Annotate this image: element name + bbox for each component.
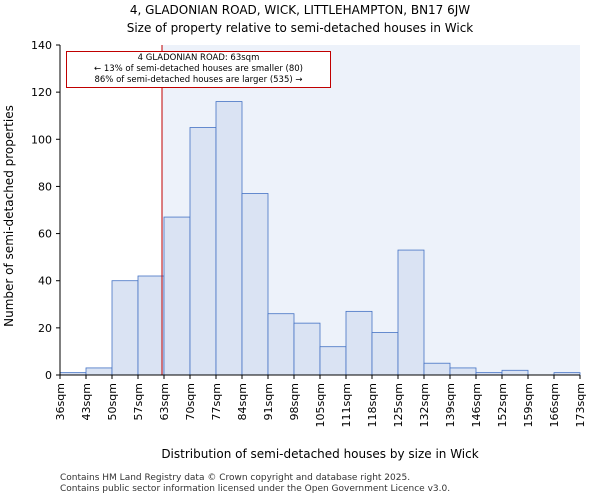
y-tick-label: 80 [38, 180, 52, 193]
histogram-bar [189, 127, 217, 376]
annotation-line-1: 4 GLADONIAN ROAD: 63sqm [137, 53, 260, 63]
annotation-box: 4 GLADONIAN ROAD: 63sqm ← 13% of semi-de… [66, 51, 331, 88]
x-tick-label: 132sqm [418, 383, 431, 427]
annotation-line-2: ← 13% of semi-detached houses are smalle… [94, 64, 303, 74]
y-axis-label: Number of semi-detached properties [2, 105, 16, 327]
histogram-bar [163, 216, 191, 376]
histogram-bar [501, 369, 529, 376]
chart-title: 4, GLADONIAN ROAD, WICK, LITTLEHAMPTON, … [129, 3, 471, 17]
x-tick-label: 77sqm [210, 383, 223, 420]
x-tick-label: 70sqm [184, 383, 197, 420]
chart-subtitle: Size of property relative to semi-detach… [126, 21, 474, 35]
histogram-bar [397, 249, 425, 376]
histogram-bar [137, 275, 165, 376]
x-tick-label: 152sqm [496, 383, 509, 427]
histogram-bar [423, 362, 451, 376]
x-axis-label: Distribution of semi-detached houses by … [161, 447, 478, 461]
annotation-line-3: 86% of semi-detached houses are larger (… [94, 75, 303, 85]
x-tick-label: 50sqm [106, 383, 119, 420]
x-tick-label: 139sqm [444, 383, 457, 427]
y-tick-label: 40 [38, 275, 52, 288]
histogram-bar [241, 193, 269, 376]
x-tick-label: 159sqm [522, 383, 535, 427]
y-tick-label: 100 [31, 133, 52, 146]
x-tick-label: 63sqm [158, 383, 171, 420]
x-tick-label: 57sqm [132, 383, 145, 420]
y-tick-label: 120 [31, 86, 52, 99]
x-tick-label: 105sqm [314, 383, 327, 427]
x-tick-label: 125sqm [392, 383, 405, 427]
histogram-bar [319, 346, 347, 376]
x-tick-label: 146sqm [470, 383, 483, 427]
x-tick-label: 111sqm [340, 383, 353, 427]
x-tick-label: 166sqm [548, 383, 561, 427]
histogram-bar [371, 332, 399, 376]
histogram-bar [85, 367, 113, 376]
histogram-bar [111, 280, 139, 376]
histogram-bar [345, 310, 373, 376]
histogram-bar [215, 101, 243, 376]
histogram-bar [293, 322, 321, 376]
y-tick-label: 60 [38, 228, 52, 241]
x-tick-label: 36sqm [54, 383, 67, 420]
x-tick-label: 43sqm [80, 383, 93, 420]
x-tick-label: 91sqm [262, 383, 275, 420]
x-tick-label: 173sqm [574, 383, 587, 427]
x-tick-label: 118sqm [366, 383, 379, 427]
y-tick-label: 0 [45, 369, 52, 382]
y-tick-label: 140 [31, 39, 52, 52]
y-tick-label: 20 [38, 322, 52, 335]
footer-line-2: Contains public sector information licen… [60, 484, 451, 494]
x-tick-label: 84sqm [236, 383, 249, 420]
histogram-bar [267, 313, 295, 376]
x-tick-label: 98sqm [288, 383, 301, 420]
footer-line-1: Contains HM Land Registry data © Crown c… [60, 473, 411, 483]
histogram-bar [449, 367, 477, 376]
